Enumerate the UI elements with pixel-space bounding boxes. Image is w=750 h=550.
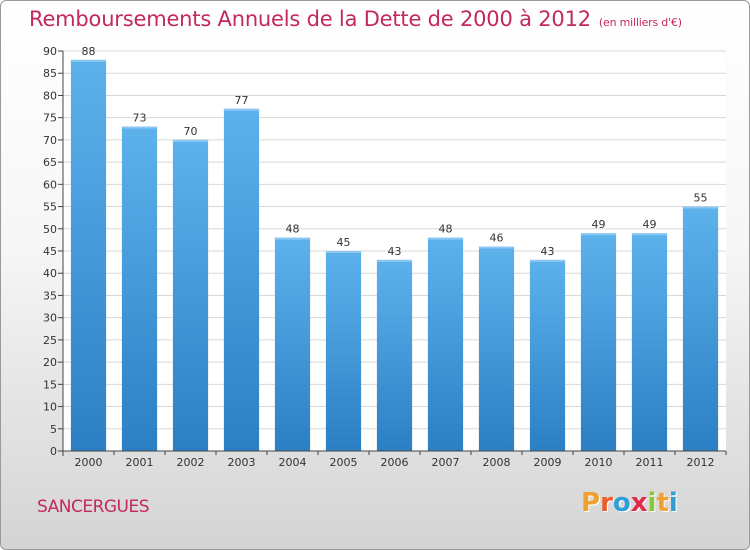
bar	[580, 233, 617, 451]
y-tick-label: 90	[43, 45, 57, 58]
bar-highlight	[631, 233, 668, 236]
bar-highlight	[70, 59, 107, 62]
bar	[682, 206, 719, 451]
y-tick-label: 75	[43, 112, 57, 125]
bar-highlight	[325, 251, 362, 253]
bar	[70, 59, 107, 452]
x-tick-labels: 2000 2001 2002 2003 2004 2005 2006 2007 2008 2009…	[75, 456, 715, 469]
data-label: 46	[490, 232, 504, 245]
y-tick-label: 70	[43, 134, 57, 147]
data-label: 55	[694, 192, 708, 205]
bar-highlight	[529, 259, 566, 262]
y-tick-label: 50	[43, 223, 57, 236]
logo-letter: x	[630, 488, 648, 518]
x-tick-label: 2002	[177, 456, 205, 469]
title-text: Remboursements Annuels de la Dette de 20…	[29, 7, 591, 31]
y-tick-label: 60	[43, 178, 57, 191]
y-tick-label: 15	[43, 378, 57, 391]
data-label: 73	[133, 112, 147, 125]
bar	[223, 108, 260, 452]
bar-highlight	[274, 237, 311, 240]
x-tick-label: 2000	[75, 456, 103, 469]
logo-letter: r	[600, 488, 613, 518]
bar	[325, 251, 362, 451]
logo-letter: P	[581, 488, 601, 518]
logo-letter: i	[668, 488, 678, 518]
data-label: 88	[82, 45, 96, 58]
data-label: 49	[592, 218, 606, 231]
y-tick-label: 30	[43, 312, 57, 325]
y-tick-label: 25	[43, 334, 57, 347]
bar	[376, 259, 413, 451]
y-tick-label: 0	[50, 445, 57, 458]
x-tick-label: 2009	[534, 456, 562, 469]
bar	[631, 233, 668, 451]
x-tick-label: 2007	[432, 456, 460, 469]
y-tick-label: 35	[43, 289, 57, 302]
data-label: 43	[541, 245, 555, 258]
data-label: 48	[286, 223, 300, 236]
bar	[121, 126, 158, 452]
bar-highlight	[427, 237, 464, 240]
x-tick-label: 2008	[483, 456, 511, 469]
x-tick-label: 2004	[279, 456, 307, 469]
bar-highlight	[376, 259, 413, 262]
data-label: 70	[184, 125, 198, 138]
bar	[274, 237, 311, 451]
bar-highlight	[478, 246, 515, 249]
bar	[478, 246, 515, 451]
logo-letter: t	[656, 488, 669, 518]
y-tick-labels: 0 5 10 15 20 25 30 35 40 45 50 55 60 65 70 75 80 85 90	[43, 45, 57, 458]
commune-name: SANCERGUES	[37, 497, 150, 517]
x-tick-label: 2003	[228, 456, 256, 469]
y-tick-label: 85	[43, 67, 57, 80]
y-tick-label: 5	[50, 423, 57, 436]
proxiti-logo: Proxiti	[581, 488, 678, 518]
y-tick-label: 55	[43, 201, 57, 214]
y-tick-label: 45	[43, 245, 57, 258]
chart-title: Remboursements Annuels de la Dette de 20…	[29, 7, 682, 31]
bar-highlight	[172, 139, 209, 142]
data-label: 45	[337, 236, 351, 249]
chart-subtitle: (en milliers d'€)	[598, 16, 682, 29]
data-labels: 88 73 70 77 48 45 43 48 46 43 49 49 55	[82, 45, 708, 258]
bar-highlight	[580, 233, 617, 236]
y-tick-label: 80	[43, 89, 57, 102]
logo-letter: i	[647, 488, 657, 518]
data-label: 49	[643, 218, 657, 231]
data-label: 43	[388, 245, 402, 258]
y-tick-label: 10	[43, 401, 57, 414]
bars	[70, 59, 719, 452]
axes	[62, 51, 727, 456]
bar-highlight	[682, 206, 719, 209]
bar	[529, 259, 566, 451]
y-tick-label: 40	[43, 267, 57, 280]
y-tick-label: 65	[43, 156, 57, 169]
bar	[427, 237, 464, 451]
x-tick-label: 2011	[636, 456, 664, 469]
y-tick-label: 20	[43, 356, 57, 369]
bar	[172, 139, 209, 451]
bar-highlight	[121, 126, 158, 129]
x-tick-label: 2001	[126, 456, 154, 469]
x-tick-label: 2005	[330, 456, 358, 469]
bar-highlight	[223, 108, 260, 111]
data-label: 48	[439, 223, 453, 236]
x-tick-label: 2006	[381, 456, 409, 469]
data-label: 77	[235, 94, 249, 107]
logo-letter: o	[612, 488, 631, 518]
x-tick-label: 2012	[687, 456, 715, 469]
x-tick-label: 2010	[585, 456, 613, 469]
